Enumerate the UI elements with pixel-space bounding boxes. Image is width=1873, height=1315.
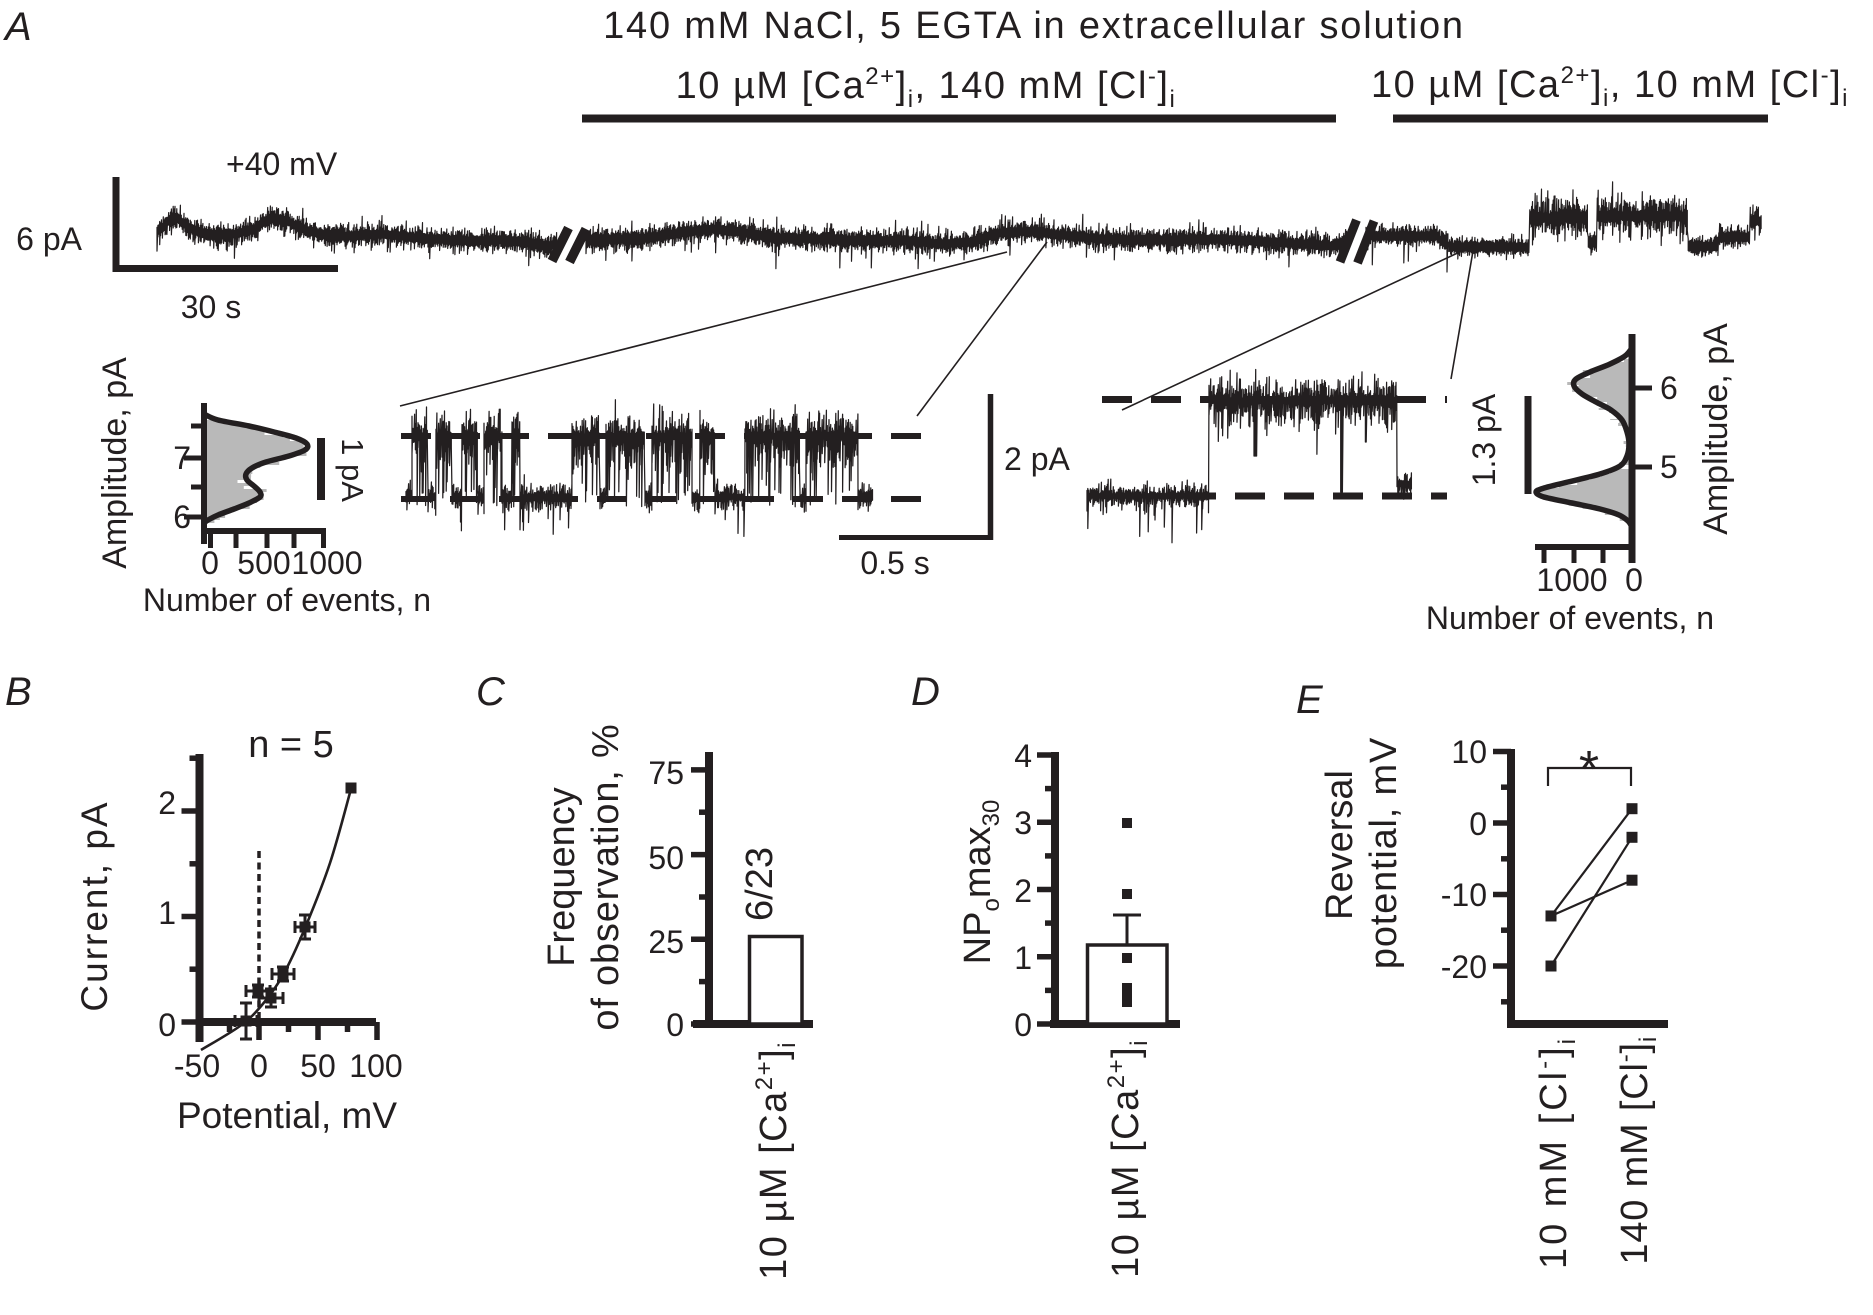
svg-text:potential, mV: potential, mV — [1363, 737, 1405, 969]
svg-text:4: 4 — [1014, 738, 1032, 774]
svg-text:140 mM [Cl-]i: 140 mM [Cl-]i — [1612, 1036, 1662, 1265]
svg-text:E: E — [1296, 678, 1324, 722]
svg-text:3: 3 — [1014, 805, 1032, 841]
svg-text:1000: 1000 — [1536, 562, 1607, 598]
svg-text:10 µM [Ca2+]i, 140 mM [Cl-]i: 10 µM [Ca2+]i, 140 mM [Cl-]i — [676, 63, 1177, 113]
svg-text:140 mM NaCl, 5 EGTA in extrace: 140 mM NaCl, 5 EGTA in extracellular sol… — [603, 5, 1465, 47]
svg-text:30 s: 30 s — [181, 289, 241, 325]
svg-text:2 pA: 2 pA — [1004, 441, 1070, 477]
svg-text:2: 2 — [158, 785, 176, 821]
svg-text:0: 0 — [1625, 562, 1643, 598]
svg-text:2: 2 — [1014, 873, 1032, 909]
svg-text:NPomax30: NPomax30 — [957, 800, 1005, 965]
svg-text:6 pA: 6 pA — [16, 221, 82, 257]
svg-text:Frequency: Frequency — [541, 787, 583, 967]
svg-text:Number of events, n: Number of events, n — [143, 582, 431, 618]
svg-text:75: 75 — [648, 755, 684, 791]
svg-text:Number of events, n: Number of events, n — [1426, 600, 1714, 636]
svg-text:of observation, %: of observation, % — [585, 723, 627, 1030]
svg-text:0: 0 — [250, 1048, 268, 1084]
svg-text:0: 0 — [201, 545, 219, 581]
svg-text:0: 0 — [158, 1007, 176, 1043]
svg-text:1: 1 — [1014, 940, 1032, 976]
svg-text:10 µM [Ca2+]i, 10 mM [Cl-]i: 10 µM [Ca2+]i, 10 mM [Cl-]i — [1371, 62, 1849, 112]
svg-text:50: 50 — [300, 1048, 336, 1084]
svg-text:1 pA: 1 pA — [335, 438, 370, 502]
svg-text:Amplitude, pA: Amplitude, pA — [96, 357, 134, 569]
svg-text:-50: -50 — [174, 1048, 220, 1084]
svg-text:100: 100 — [349, 1048, 402, 1084]
svg-text:A: A — [3, 5, 32, 49]
svg-text:0: 0 — [1014, 1007, 1032, 1043]
svg-text:6/23: 6/23 — [739, 847, 781, 921]
svg-text:25: 25 — [648, 924, 684, 960]
svg-text:10 mM [Cl-]i: 10 mM [Cl-]i — [1531, 1036, 1581, 1269]
svg-text:5: 5 — [1660, 449, 1678, 485]
svg-text:1000: 1000 — [291, 545, 362, 581]
svg-text:0: 0 — [1469, 806, 1487, 842]
svg-text:0: 0 — [666, 1007, 684, 1043]
svg-text:D: D — [911, 670, 940, 714]
svg-text:6: 6 — [1660, 370, 1678, 406]
svg-text:C: C — [476, 670, 506, 714]
svg-text:Reversal: Reversal — [1319, 770, 1361, 920]
svg-text:7: 7 — [173, 440, 191, 476]
svg-text:10: 10 — [1451, 734, 1487, 770]
svg-text:500: 500 — [237, 545, 290, 581]
svg-text:1.3 pA: 1.3 pA — [1466, 393, 1502, 486]
svg-text:Potential, mV: Potential, mV — [177, 1095, 397, 1136]
svg-text:1: 1 — [158, 895, 176, 931]
svg-text:Amplitude, pA: Amplitude, pA — [1697, 323, 1735, 535]
svg-text:n = 5: n = 5 — [248, 724, 334, 766]
svg-text:+40 mV: +40 mV — [226, 146, 338, 182]
svg-text:B: B — [5, 670, 32, 714]
svg-text:-10: -10 — [1441, 877, 1487, 913]
svg-text:*: * — [1579, 741, 1599, 799]
svg-text:6: 6 — [173, 499, 191, 535]
svg-text:Current, pA: Current, pA — [74, 800, 115, 1011]
svg-text:50: 50 — [648, 840, 684, 876]
svg-text:0.5 s: 0.5 s — [860, 545, 929, 581]
svg-text:-20: -20 — [1441, 949, 1487, 985]
